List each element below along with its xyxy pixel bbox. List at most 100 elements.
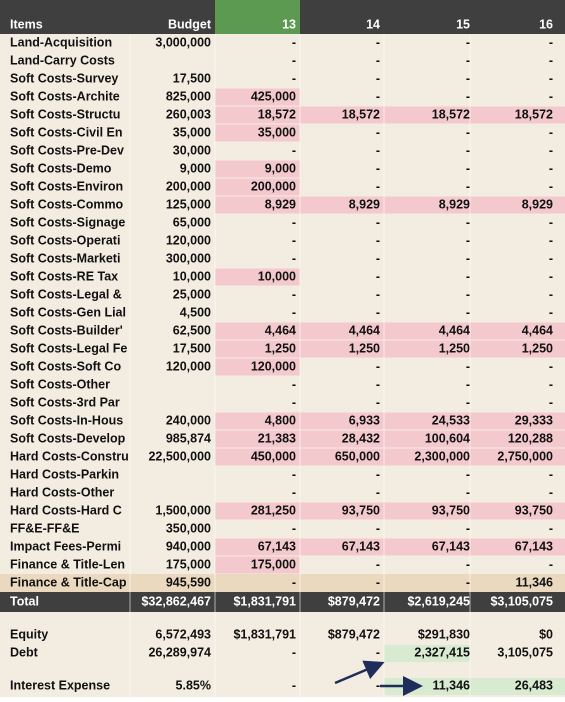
item-label: Total (10, 594, 39, 608)
value-cell: - (549, 287, 553, 301)
value-cell: 6,933 (349, 413, 380, 427)
value-cell: - (292, 71, 296, 85)
value-cell: 120,000 (251, 359, 296, 373)
highlight (215, 178, 300, 196)
budget-cell: 125,000 (166, 197, 211, 211)
value-cell: 93,750 (515, 503, 553, 517)
budget-cell: 6,572,493 (155, 627, 211, 641)
value-cell: 8,929 (265, 197, 296, 211)
budget-cell: 62,500 (173, 323, 211, 337)
value-cell: - (376, 305, 380, 319)
value-cell: 200,000 (251, 179, 296, 193)
value-cell: 24,533 (432, 413, 470, 427)
budget-cell: 985,874 (166, 431, 211, 445)
value-cell: $1,831,791 (233, 627, 296, 641)
value-cell: 2,300,000 (414, 449, 470, 463)
value-cell: 650,000 (335, 449, 380, 463)
highlight (215, 502, 565, 520)
value-cell: $0 (539, 627, 553, 641)
value-cell: - (466, 359, 470, 373)
value-cell: - (549, 521, 553, 535)
item-label: Soft Costs-Pre-Dev (10, 143, 124, 157)
item-label: Equity (10, 627, 48, 641)
value-cell: - (292, 645, 296, 659)
value-cell: 4,800 (265, 413, 296, 427)
value-cell: 4,464 (522, 323, 553, 337)
value-cell: - (466, 53, 470, 67)
total-bg (0, 592, 565, 612)
value-cell: - (376, 485, 380, 499)
value-cell: - (466, 557, 470, 571)
budget-cell: 10,000 (173, 269, 211, 283)
value-cell: 8,929 (522, 197, 553, 211)
value-cell: 11,346 (432, 678, 470, 692)
item-label: Soft Costs-Gen Lial (10, 305, 126, 319)
value-cell: - (466, 575, 470, 589)
value-cell: - (376, 287, 380, 301)
item-label: Land-Acquisition (10, 35, 112, 49)
row-tint (0, 574, 565, 592)
value-cell: - (549, 485, 553, 499)
value-cell: - (292, 305, 296, 319)
budget-cell: 35,000 (173, 125, 211, 139)
budget-cell: 30,000 (173, 143, 211, 157)
value-cell: $3,105,075 (490, 594, 553, 608)
value-cell: - (549, 179, 553, 193)
item-label: Soft Costs-Builder' (10, 323, 123, 337)
value-cell: - (292, 467, 296, 481)
value-cell: - (549, 251, 553, 265)
value-cell: 175,000 (251, 557, 296, 571)
item-label: Finance & Title-Len (10, 557, 125, 571)
budget-cell: 65,000 (173, 215, 211, 229)
budget-cell: 26,289,974 (148, 645, 211, 659)
value-cell: 26,483 (515, 678, 553, 692)
value-cell: 450,000 (251, 449, 296, 463)
item-label: Soft Costs-In-Hous (10, 413, 123, 427)
item-label: Land-Carry Costs (10, 53, 115, 67)
accent (384, 678, 565, 695)
value-cell: 93,750 (432, 503, 470, 517)
item-label: Soft Costs-Archite (10, 89, 120, 103)
value-cell: - (292, 35, 296, 49)
highlight (215, 106, 565, 124)
value-cell: - (376, 125, 380, 139)
budget-cell: 9,000 (180, 161, 211, 175)
highlight (215, 268, 300, 286)
value-cell: $879,472 (328, 594, 380, 608)
item-label: Finance & Title-Cap (10, 575, 127, 589)
budget-cell: 4,500 (180, 305, 211, 319)
item-label: Soft Costs-Civil En (10, 125, 123, 139)
header-cell: 13 (282, 17, 296, 31)
header-cell: 14 (366, 17, 380, 31)
value-cell: - (292, 143, 296, 157)
value-cell: - (376, 377, 380, 391)
value-cell: - (466, 467, 470, 481)
value-cell: - (376, 645, 380, 659)
highlight (215, 340, 565, 358)
budget-cell: 945,590 (166, 575, 211, 589)
value-cell: - (292, 395, 296, 409)
value-cell: $291,830 (418, 627, 470, 641)
value-cell: 28,432 (342, 431, 380, 445)
budget-cell: 260,003 (166, 107, 211, 121)
value-cell: - (376, 53, 380, 67)
value-cell: 1,250 (439, 341, 470, 355)
value-cell: 9,000 (265, 161, 296, 175)
budget-cell: 25,000 (173, 287, 211, 301)
budget-cell: 17,500 (173, 71, 211, 85)
value-cell: 67,143 (258, 539, 296, 553)
item-label: Soft Costs-Environ (10, 179, 123, 193)
item-label: Soft Costs-Other (10, 377, 110, 391)
value-cell: - (292, 233, 296, 247)
value-cell: 4,464 (349, 323, 380, 337)
value-cell: 18,572 (515, 107, 553, 121)
budget-cell: 200,000 (166, 179, 211, 193)
value-cell: - (466, 233, 470, 247)
item-label: Soft Costs-Signage (10, 215, 125, 229)
value-cell: - (466, 269, 470, 283)
value-cell: - (376, 71, 380, 85)
value-cell: - (376, 467, 380, 481)
highlight (215, 430, 565, 448)
value-cell: - (549, 557, 553, 571)
item-label: Debt (10, 645, 39, 659)
